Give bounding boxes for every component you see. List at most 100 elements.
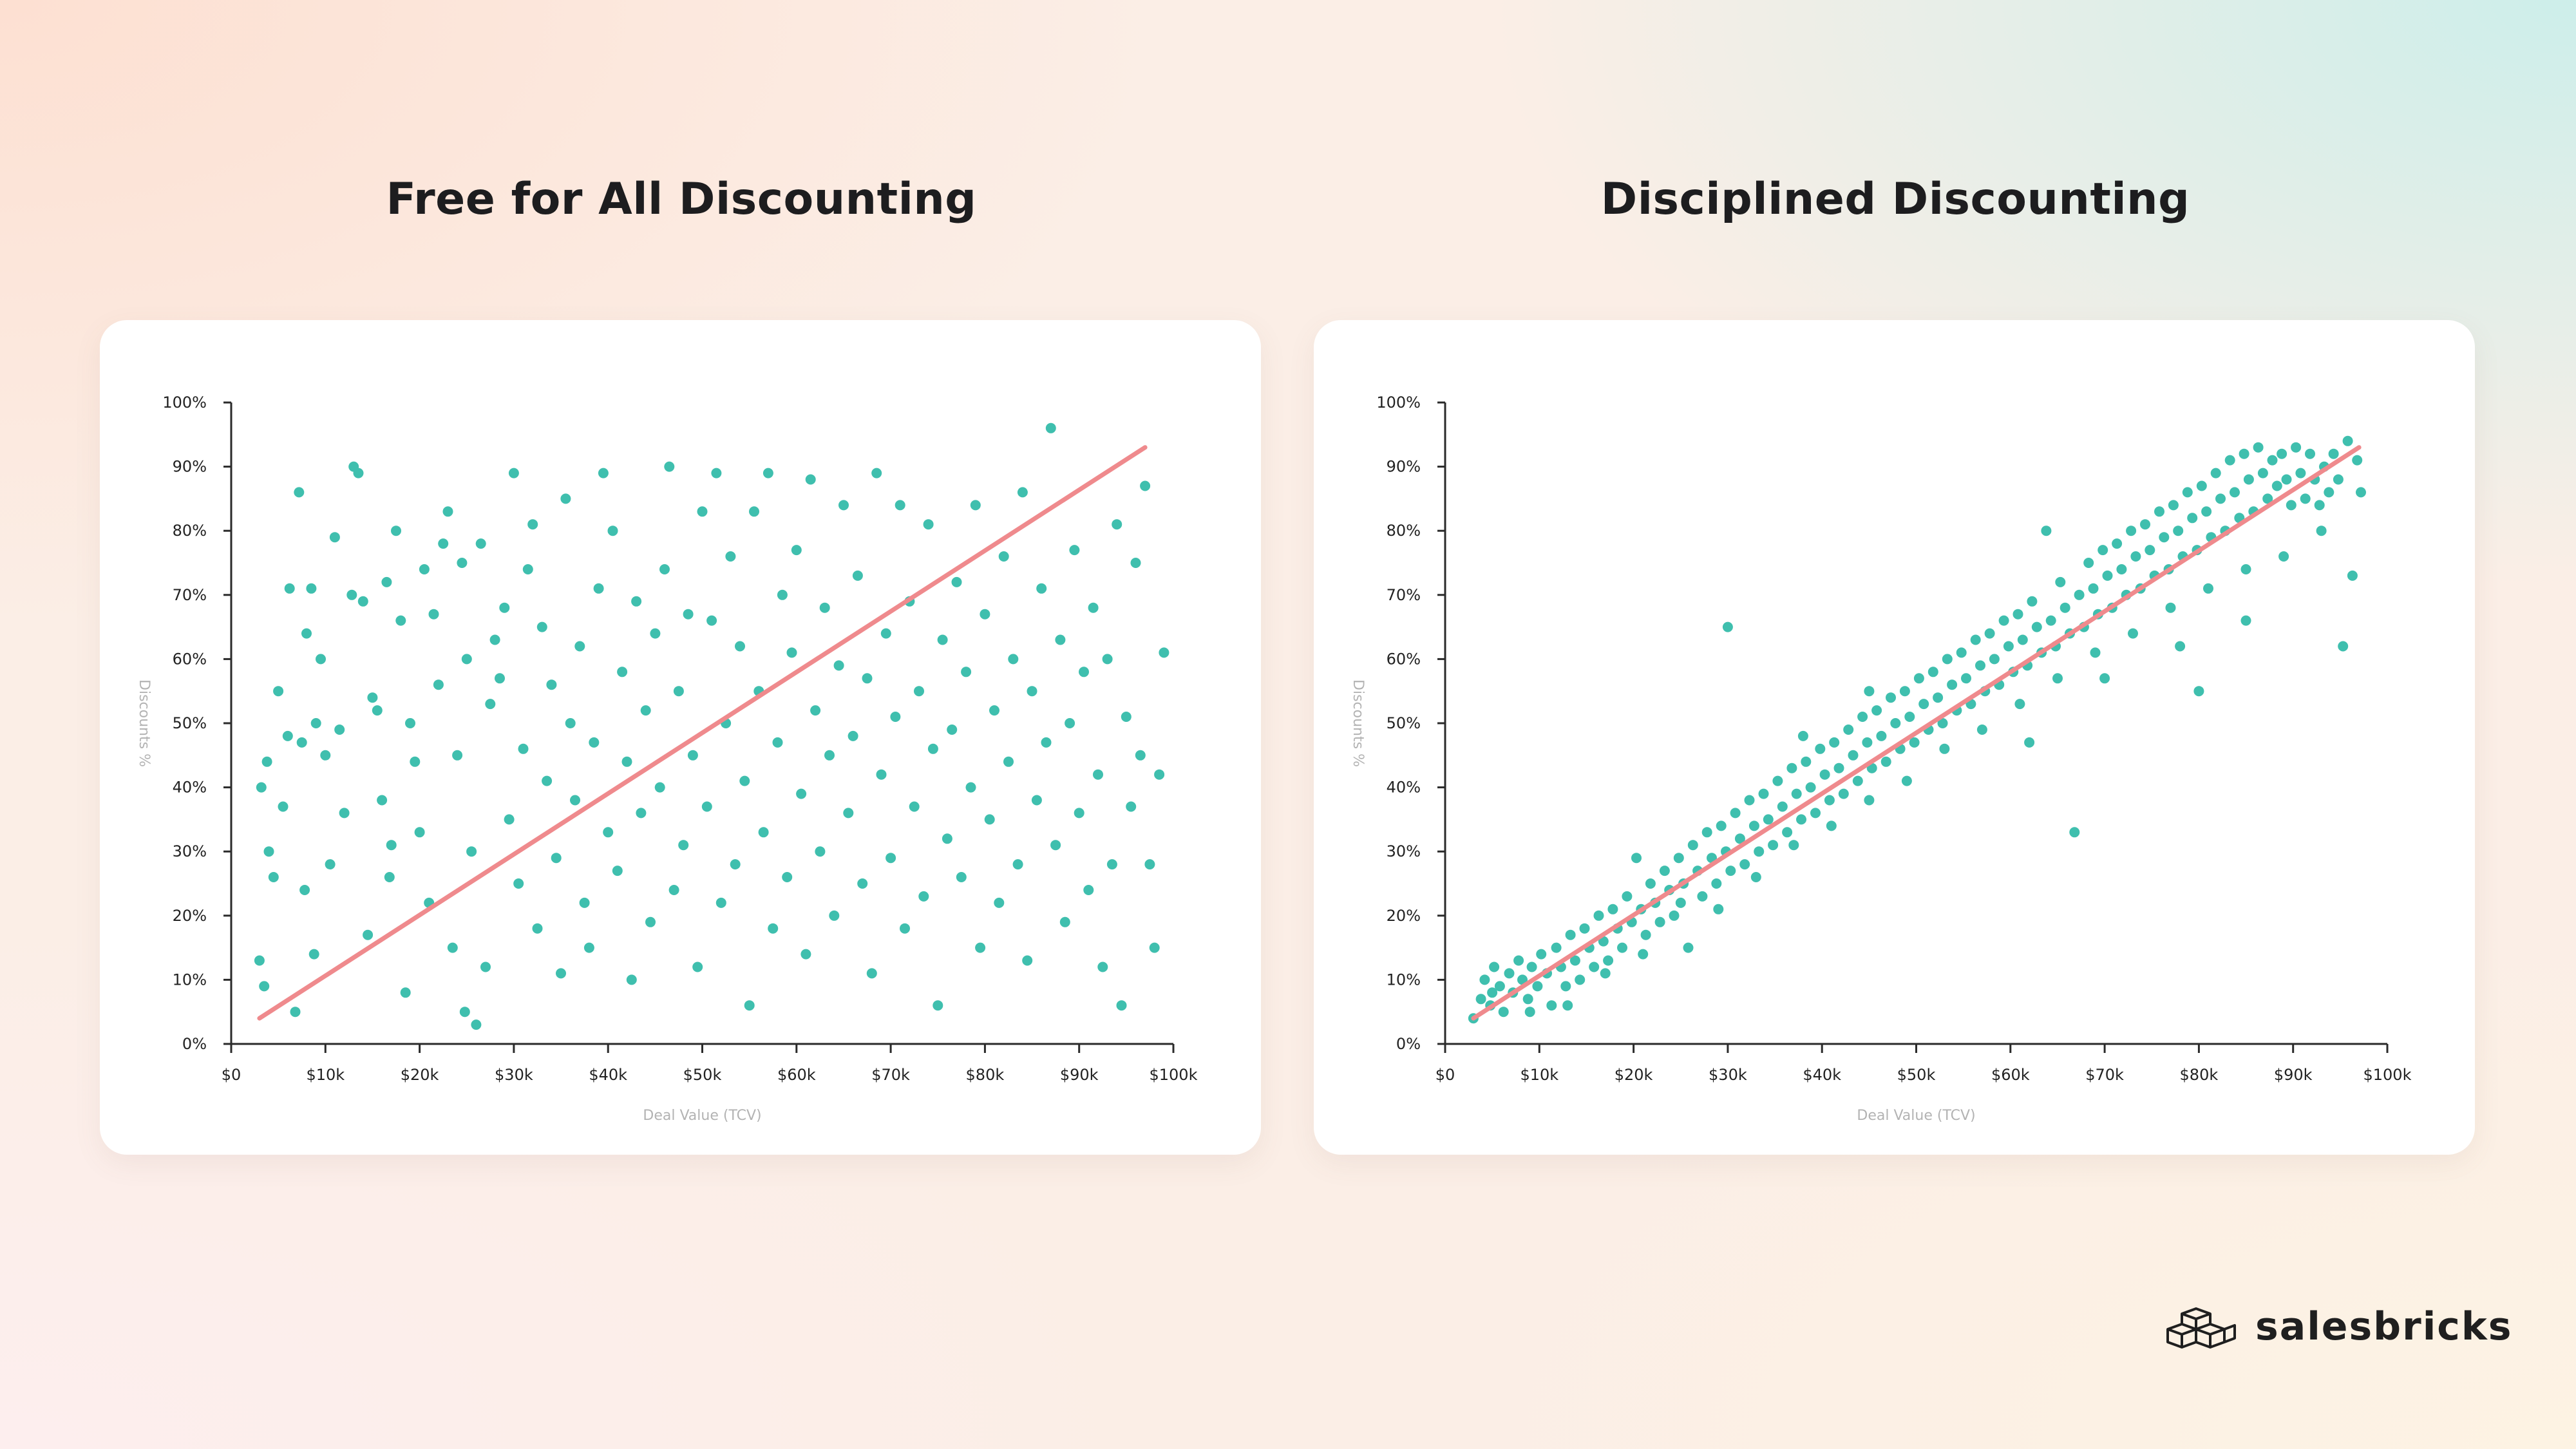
data-point (391, 526, 401, 536)
data-point (1777, 801, 1788, 812)
data-point (626, 974, 637, 985)
data-point (2014, 699, 2025, 710)
data-point (2333, 474, 2344, 485)
data-point (1998, 615, 2009, 626)
data-point (1050, 840, 1061, 851)
brand-name: salesbricks (2255, 1304, 2513, 1349)
data-point (612, 866, 623, 876)
data-point (1149, 942, 1160, 953)
data-point (2165, 602, 2176, 613)
data-point (961, 667, 972, 677)
data-point (1130, 558, 1141, 568)
data-point (499, 602, 510, 613)
data-point (1126, 801, 1137, 812)
data-point (334, 724, 345, 735)
data-point (428, 609, 439, 620)
data-point (1864, 686, 1875, 697)
data-point (1045, 422, 1056, 433)
data-point (1824, 795, 1835, 806)
data-point (1913, 673, 1924, 684)
data-point (2352, 455, 2363, 466)
data-point (2154, 506, 2164, 517)
data-point (749, 506, 759, 517)
data-point (2140, 519, 2150, 530)
data-point (654, 782, 665, 793)
data-point (735, 641, 745, 652)
data-point (2102, 570, 2113, 581)
data-point (381, 576, 392, 587)
x-tick-label: $80k (966, 1066, 1005, 1084)
data-point (2052, 673, 2063, 684)
data-point (687, 750, 698, 761)
trend-line (1471, 445, 2362, 1021)
data-point (405, 718, 415, 728)
scatter-chart-disciplined: 0% 10% 20% 30% 40% 50% 60% 70% 80% 90% 100% $0 $10k… (1350, 393, 2412, 1124)
x-tick-label: $50k (683, 1066, 722, 1084)
data-point (2145, 545, 2155, 556)
data-point (1904, 712, 1915, 722)
data-point (942, 833, 952, 844)
data-point (560, 493, 571, 504)
data-point (2230, 487, 2240, 498)
data-point (1600, 968, 1611, 979)
data-point (1522, 994, 1533, 1005)
data-point (2295, 468, 2306, 478)
data-point (762, 468, 773, 478)
data-point (683, 609, 694, 620)
data-point (2267, 455, 2278, 466)
data-point (782, 872, 793, 882)
x-tick-label: $40k (589, 1066, 627, 1084)
data-point (1734, 833, 1745, 844)
data-point (1890, 718, 1901, 728)
data-point (551, 853, 562, 864)
data-point (2271, 480, 2282, 491)
data-point (384, 872, 395, 882)
data-point (927, 743, 938, 754)
data-point (1909, 737, 1920, 748)
data-point (1768, 840, 1779, 851)
data-point (2324, 487, 2334, 498)
data-point (1748, 820, 1759, 831)
data-point (2203, 583, 2213, 594)
bricks-icon (2166, 1307, 2236, 1349)
data-point (353, 468, 364, 478)
data-point (1088, 602, 1099, 613)
data-point (970, 500, 981, 511)
data-point (1498, 1007, 1509, 1018)
data-point (947, 724, 958, 735)
data-point (1801, 756, 1812, 767)
data-point (965, 782, 976, 793)
data-point (2012, 609, 2023, 620)
data-point (259, 981, 270, 992)
data-point (852, 570, 863, 581)
data-point (419, 564, 430, 574)
x-tick-label: $70k (871, 1066, 910, 1084)
data-point (457, 558, 468, 568)
data-point (2316, 526, 2327, 536)
data-point (914, 686, 924, 697)
data-point (725, 551, 736, 562)
x-axis-title: Deal Value (TCV) (1857, 1108, 1975, 1124)
data-point (668, 885, 679, 895)
data-point (866, 968, 877, 979)
data-point (805, 474, 816, 485)
data-point (546, 679, 557, 690)
data-point (256, 782, 267, 793)
data-point (1876, 730, 1887, 741)
data-point (339, 808, 350, 819)
data-point (1880, 756, 1891, 767)
data-point (1135, 750, 1146, 761)
data-point (1871, 705, 1882, 716)
chart-title-disciplined: Disciplined Discounting (1600, 174, 2190, 225)
data-point (1862, 737, 1873, 748)
data-point (1012, 859, 1023, 870)
data-point (310, 718, 321, 728)
data-point (2201, 506, 2212, 517)
data-point (1763, 814, 1774, 825)
data-point (598, 468, 609, 478)
data-point (636, 808, 647, 819)
data-point (1687, 840, 1698, 851)
data-point (838, 500, 849, 511)
data-point (1989, 654, 2000, 665)
x-tick-label: $100k (2363, 1066, 2412, 1084)
